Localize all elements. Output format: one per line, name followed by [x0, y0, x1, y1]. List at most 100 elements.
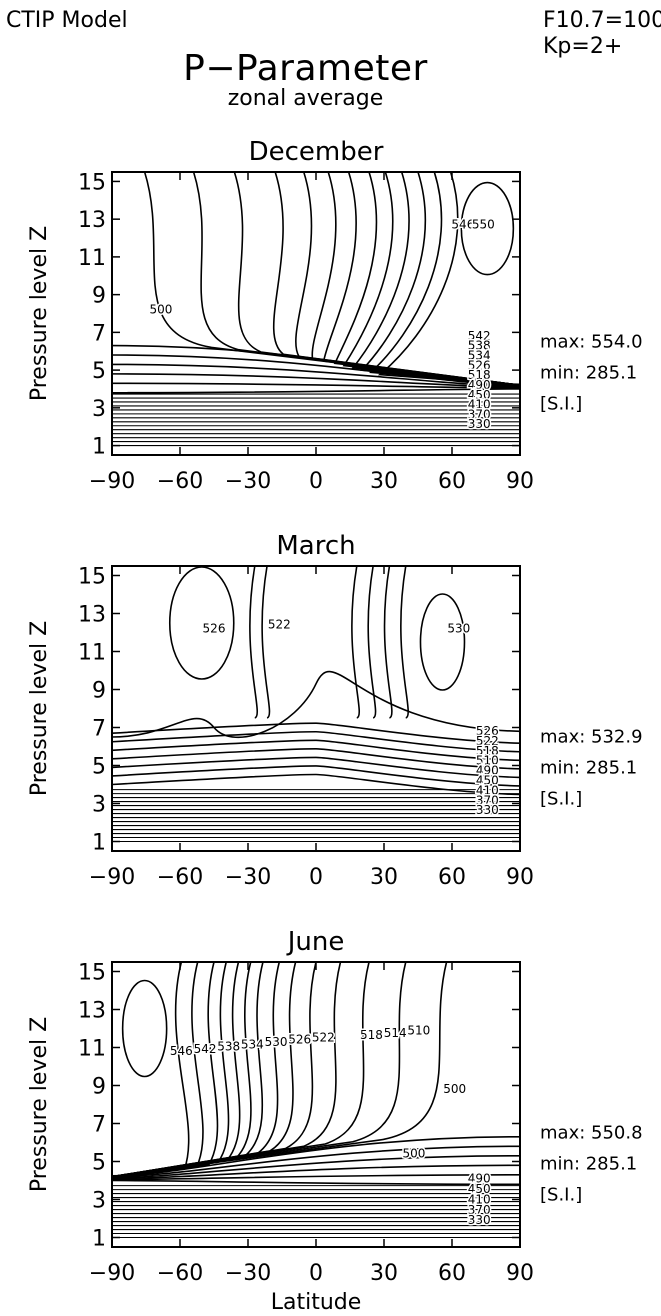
- y-tick-label: 13: [78, 208, 106, 233]
- x-tick-label: 0: [309, 865, 323, 890]
- contour-label: 526: [468, 358, 491, 372]
- contour-line: [111, 1179, 521, 1186]
- contour-line: [111, 363, 521, 387]
- contour-label: 526: [476, 724, 499, 738]
- y-tick-label: 15: [78, 170, 106, 195]
- contour-line: [333, 171, 521, 386]
- x-tick-label: 60: [438, 469, 466, 494]
- contour-line: [111, 1155, 521, 1179]
- contour-label: 522: [312, 1030, 335, 1044]
- contour-label: 510: [407, 1024, 430, 1038]
- contour-line: [272, 171, 521, 386]
- y-tick-label: 11: [78, 246, 106, 271]
- stat-units: [S.I.]: [540, 1185, 582, 1206]
- contour-lines: [111, 565, 521, 843]
- x-tick-label: 60: [438, 865, 466, 890]
- x-tick-label: 30: [370, 469, 398, 494]
- contour-label: 530: [265, 1035, 288, 1049]
- contour-label: 514: [384, 1026, 407, 1040]
- contour-line: [111, 961, 342, 1178]
- x-tick-label: 60: [438, 1261, 466, 1286]
- y-tick-label: 5: [92, 1151, 106, 1176]
- panel-title: March: [276, 531, 355, 561]
- contour-label: 530: [447, 622, 470, 636]
- y-tick-label: 13: [78, 999, 106, 1024]
- y-tick-label: 9: [92, 679, 106, 704]
- figure-subtitle: zonal average: [0, 86, 661, 111]
- contour-line: [111, 961, 448, 1178]
- contour-label: 534: [241, 1037, 264, 1051]
- x-tick-label: −30: [225, 469, 271, 494]
- x-axis-label: Latitude: [271, 1290, 362, 1315]
- contour-line: [111, 961, 407, 1178]
- contour-lines: [111, 961, 521, 1239]
- y-tick-label: 9: [92, 1075, 106, 1100]
- contour-label: 490: [476, 764, 499, 778]
- contour-label: 538: [217, 1040, 240, 1054]
- contour-label: 542: [468, 329, 491, 343]
- x-tick-label: −90: [89, 469, 135, 494]
- x-tick-label: 90: [506, 469, 534, 494]
- contour-line: [111, 1145, 521, 1178]
- x-tick-label: 90: [506, 1261, 534, 1286]
- y-axis-label: Pressure level Z: [27, 621, 52, 796]
- contour-closed: [419, 593, 466, 691]
- x-tick-label: −60: [157, 865, 203, 890]
- contour-label: 450: [468, 1182, 491, 1196]
- contour-line: [295, 171, 521, 386]
- contour-line: [400, 565, 409, 719]
- x-tick-label: −30: [225, 865, 271, 890]
- model-label: CTIP Model: [6, 8, 128, 33]
- stat-units: [S.I.]: [540, 393, 582, 414]
- contour-line: [111, 756, 521, 779]
- x-tick-label: −90: [89, 865, 135, 890]
- kp-label: Kp=2+: [543, 34, 623, 59]
- contour-line: [111, 382, 521, 389]
- contour-line: [111, 961, 230, 1178]
- contour-label: 410: [468, 398, 491, 412]
- y-tick-label: 5: [92, 359, 106, 384]
- contour-label: 370: [476, 793, 499, 807]
- contour-label: 550: [472, 218, 495, 232]
- panel-title: December: [249, 137, 384, 167]
- contour-label: 450: [468, 388, 491, 402]
- contour-line: [192, 171, 521, 386]
- contour-line: [233, 171, 521, 386]
- contour-labels: 546 542 538 534 530 526 522 518 514 5105005004904…: [168, 1022, 492, 1229]
- contour-line: [111, 739, 521, 762]
- stat-max: max: 532.9: [540, 727, 643, 748]
- x-tick-label: −90: [89, 1261, 135, 1286]
- contour-label: 450: [476, 774, 499, 788]
- contour-line: [111, 748, 521, 770]
- contour-line: [369, 171, 521, 386]
- contour-line: [143, 171, 521, 386]
- contour-closed: [121, 979, 168, 1078]
- contour-line: [111, 1174, 521, 1181]
- stat-min: min: 285.1: [540, 1154, 637, 1175]
- contour-label: 510: [476, 754, 499, 768]
- y-tick-label: 1: [92, 831, 106, 856]
- contour-label: 490: [468, 378, 491, 392]
- contour-closed: [460, 181, 515, 276]
- stat-units: [S.I.]: [540, 789, 582, 810]
- y-tick-label: 11: [78, 1037, 106, 1062]
- panel-title: June: [286, 927, 345, 957]
- contour-line: [111, 961, 241, 1178]
- contour-label: 522: [476, 734, 499, 748]
- contour-label: 538: [468, 339, 491, 353]
- contour-label: 542: [194, 1042, 217, 1056]
- figure-title: P−Parameter: [0, 48, 661, 89]
- contour-label: 410: [468, 1192, 491, 1206]
- y-tick-label: 15: [78, 565, 106, 590]
- contour-label: 522: [268, 618, 291, 632]
- contour-line: [111, 765, 521, 787]
- contour-line: [111, 961, 252, 1178]
- y-tick-label: 1: [92, 1227, 106, 1252]
- contour-label: 518: [476, 744, 499, 758]
- contour-label: 330: [476, 803, 499, 817]
- y-tick-label: 15: [78, 961, 106, 986]
- contour-label: 500: [402, 1147, 425, 1161]
